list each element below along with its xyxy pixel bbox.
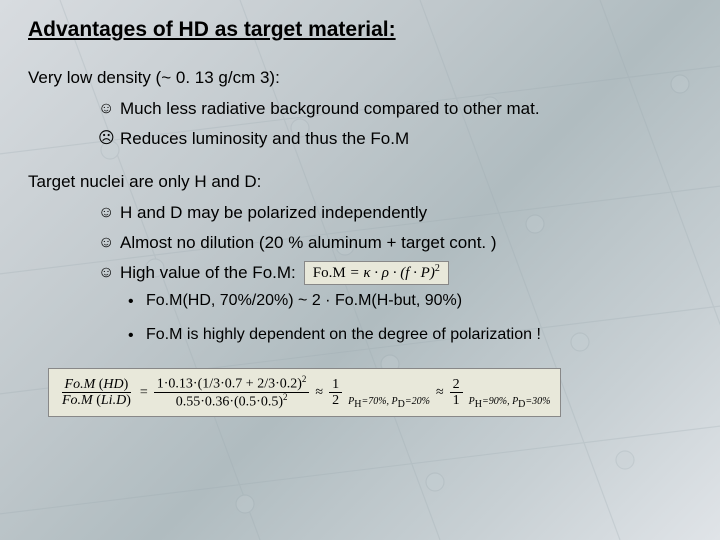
bullet-text: H and D may be polarized independently [120, 202, 427, 224]
ratio-formula: Fo.M (HD) Fo.M (Li.D) = 1·0.13·(1/3·0.7 … [48, 368, 561, 417]
frac-mid: 1·0.13·(1/3·0.7 + 2/3·0.2)2 0.55·0.36·(0… [154, 375, 310, 410]
smiley-icon: ☺ [98, 202, 120, 224]
bullet-text: Almost no dilution (20 % aluminum + targ… [120, 232, 497, 254]
bullet-text: Much less radiative background compared … [120, 98, 540, 120]
section-density: Very low density (~ 0. 13 g/cm 3): ☺ Muc… [28, 68, 692, 150]
bullet-dot-icon: • [128, 326, 146, 346]
sub-bullet-text: Fo.M(HD, 70%/20%) ~ 2 · Fo.M(H-but, 90%) [146, 292, 462, 310]
section-heading: Very low density (~ 0. 13 g/cm 3): [28, 68, 692, 88]
list-item: ☺ H and D may be polarized independently [98, 202, 692, 224]
formula-inline: Fo.M = κ · ρ · (f · P)2 [304, 261, 449, 285]
smiley-icon: ☺ [98, 262, 120, 284]
smiley-icon: ☺ [98, 98, 120, 120]
condition-label: PH=90%, PD=30% [469, 396, 551, 410]
slide-title: Advantages of HD as target material: [28, 18, 692, 42]
bullet-dot-icon: • [128, 292, 146, 312]
frown-icon: ☹ [98, 128, 120, 150]
ratio-formula-block: Fo.M (HD) Fo.M (Li.D) = 1·0.13·(1/3·0.7 … [48, 368, 692, 417]
frac-approx2: 21 [450, 377, 463, 409]
frac-approx1: 12 [329, 377, 342, 409]
list-item: ☺ Much less radiative background compare… [98, 98, 692, 120]
list-item: • Fo.M(HD, 70%/20%) ~ 2 · Fo.M(H-but, 90… [128, 292, 692, 312]
smiley-icon: ☺ [98, 232, 120, 254]
sub-bullet-list: • Fo.M(HD, 70%/20%) ~ 2 · Fo.M(H-but, 90… [128, 292, 692, 346]
frac-lhs: Fo.M (HD) Fo.M (Li.D) [59, 377, 134, 409]
list-item: ☺ Almost no dilution (20 % aluminum + ta… [98, 232, 692, 254]
section-heading: Target nuclei are only H and D: [28, 172, 692, 192]
section-nuclei: Target nuclei are only H and D: ☺ H and … [28, 172, 692, 346]
fom-formula: Fo.M = κ · ρ · (f · P)2 [304, 262, 449, 282]
slide-content: Advantages of HD as target material: Ver… [28, 18, 692, 417]
list-item: ☹ Reduces luminosity and thus the Fo.M [98, 128, 692, 150]
bullet-text: High value of the Fo.M: [120, 262, 296, 284]
list-item: ☺ High value of the Fo.M: Fo.M = κ · ρ ·… [98, 262, 692, 284]
condition-label: PH=70%, PD=20% [348, 396, 430, 410]
list-item: • Fo.M is highly dependent on the degree… [128, 326, 692, 346]
bullet-text: Reduces luminosity and thus the Fo.M [120, 128, 409, 150]
sub-bullet-text: Fo.M is highly dependent on the degree o… [146, 326, 541, 344]
